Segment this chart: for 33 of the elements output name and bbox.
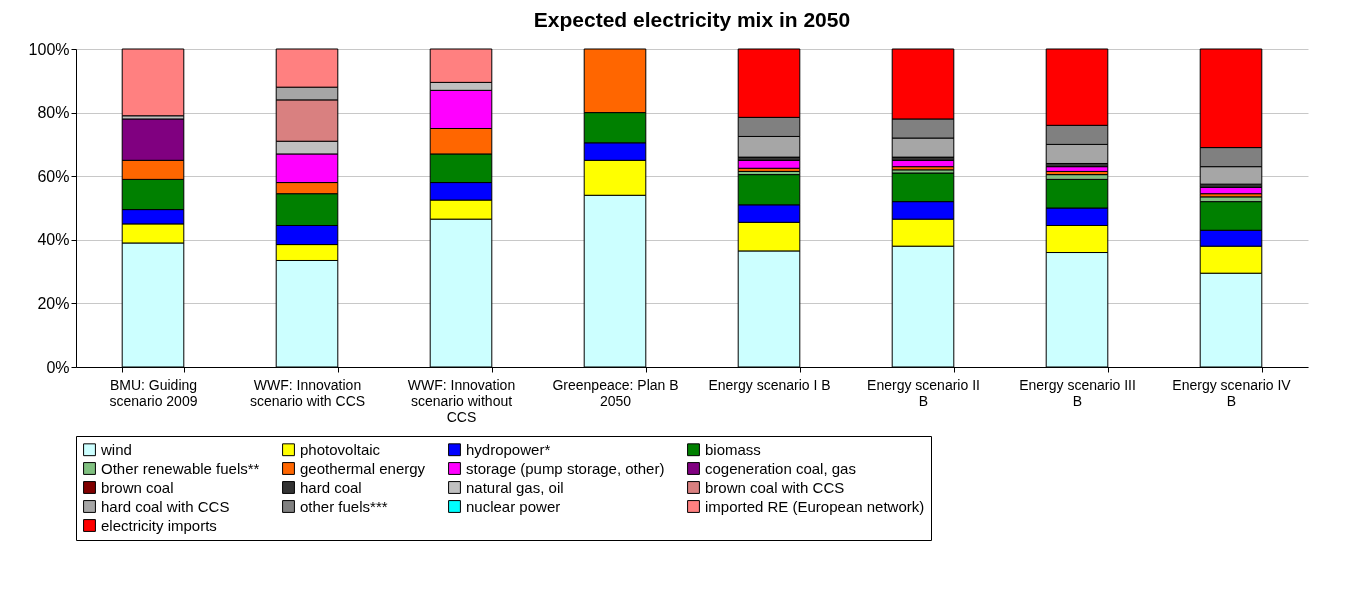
y-tick-label: 20% [37, 294, 70, 312]
legend-label: brown coal [101, 478, 174, 496]
legend-label: photovoltaic [300, 440, 381, 458]
legend-label: nuclear power [466, 497, 561, 515]
legend-label: hard coal [300, 478, 362, 496]
y-tick-label: 40% [37, 231, 70, 249]
legend-label: cogeneration coal, gas [705, 459, 856, 477]
legend-label: electricity imports [101, 516, 217, 534]
x-tick-label: WWF: Innovation scenario with CCS [249, 376, 366, 409]
y-tick-label: 100% [28, 40, 70, 58]
y-tick-label: 60% [37, 167, 70, 185]
x-tick-label: Energy scenario III B [1019, 376, 1136, 409]
x-tick-label: Energy scenario II B [867, 376, 980, 409]
legend-label: imported RE (European network) [705, 497, 925, 515]
legend-label: other fuels*** [300, 497, 388, 515]
y-tick-label: 0% [46, 358, 70, 376]
legend-label: brown coal with CCS [705, 478, 845, 496]
x-tick-label: Energy scenario IV B [1172, 376, 1292, 409]
legend-label: hydropower* [466, 440, 551, 458]
x-tick-label: WWF: Innovation scenario without CCS [407, 376, 516, 425]
x-tick-label: Energy scenario I B [708, 376, 831, 393]
x-tick-label: Greenpeace: Plan B 2050 [552, 376, 679, 409]
legend-label: geothermal energy [300, 459, 426, 477]
legend-label: biomass [705, 440, 761, 458]
legend-label: Other renewable fuels** [101, 459, 260, 477]
legend-label: natural gas, oil [466, 478, 564, 496]
legend-label: wind [100, 440, 132, 458]
legend-label: hard coal with CCS [101, 497, 230, 515]
chart-title: Expected electricity mix in 2050 [533, 8, 851, 31]
x-tick-label: BMU: Guiding scenario 2009 [109, 376, 198, 409]
legend-label: storage (pump storage, other) [466, 459, 665, 477]
y-tick-label: 80% [37, 104, 70, 122]
bar [121, 48, 185, 117]
